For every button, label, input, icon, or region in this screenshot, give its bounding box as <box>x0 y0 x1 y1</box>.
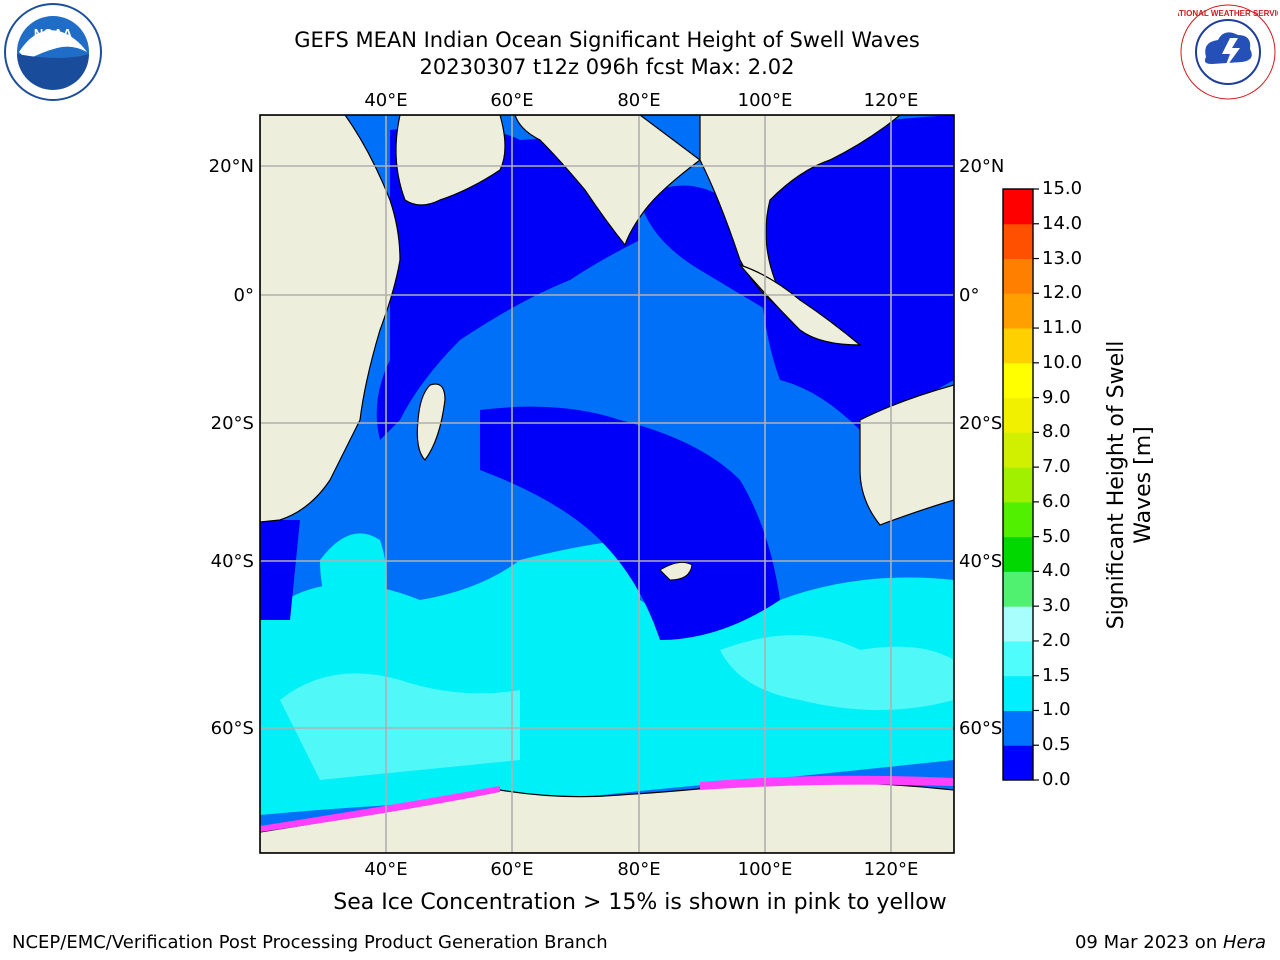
colorbar-tick-label: 11.0 <box>1042 317 1083 339</box>
colorbar-tick-label: 15.0 <box>1042 178 1083 199</box>
noaa-logo: NOAA <box>4 3 102 101</box>
africa-land <box>260 115 401 523</box>
colorbar-segment <box>1003 675 1033 711</box>
australia-land <box>859 384 954 526</box>
svg-text:NATIONAL WEATHER SERVICE: NATIONAL WEATHER SERVICE <box>1178 9 1278 18</box>
colorbar-title-line2: Waves [m] <box>1131 426 1156 544</box>
colorbar-tick-label: 0.5 <box>1042 734 1071 756</box>
graticule <box>260 115 954 853</box>
colorbar-tick-label: 9.0 <box>1042 386 1071 408</box>
low-swell-bay <box>640 185 800 330</box>
colorbar-tick-label: 7.0 <box>1042 456 1071 478</box>
swell-band-west <box>320 533 387 640</box>
lat-label-right: 20°N <box>959 156 1004 177</box>
colorbar-segment <box>1003 501 1033 538</box>
lon-label-top: 80°E <box>617 90 660 111</box>
chart-subtitle: 20230307 t12z 096h fcst Max: 2.02 <box>419 55 795 79</box>
colorbar-segment <box>1003 467 1033 503</box>
map-frame <box>259 114 955 854</box>
colorbar-frame <box>1002 188 1034 781</box>
colorbar-segment <box>1003 710 1033 746</box>
low-swell-central <box>480 406 780 640</box>
colorbar-title: Significant Height of Swell Waves [m] <box>1103 315 1157 655</box>
colorbar-segment <box>1003 536 1033 572</box>
sea-ice-fringe <box>260 775 954 832</box>
colorbar-tick-label: 1.5 <box>1042 664 1071 686</box>
colorbar-segment <box>1003 328 1033 364</box>
colorbar-tick-label: 1.0 <box>1042 699 1071 721</box>
lon-label-bottom: 80°E <box>617 859 660 880</box>
lon-label-bottom: 120°E <box>864 859 919 880</box>
sumatra-land <box>738 263 862 346</box>
nws-logo: NATIONAL WEATHER SERVICE <box>1178 4 1278 100</box>
colorbar-segment <box>1003 258 1033 294</box>
colorbar-segment <box>1003 223 1033 260</box>
footer-date: 09 Mar 2023 on Hera <box>1075 932 1266 953</box>
lon-label-bottom: 40°E <box>364 859 407 880</box>
colorbar-title-line1: Significant Height of Swell <box>1104 340 1129 630</box>
colorbar-tick-label: 14.0 <box>1042 212 1083 234</box>
colorbar-tick-label: 13.0 <box>1042 247 1083 269</box>
colorbar-segment <box>1003 606 1033 642</box>
footer-machine: Hera <box>1222 932 1266 953</box>
kerguelen-island <box>659 561 693 581</box>
colorbar-tick-label: 4.0 <box>1042 560 1071 582</box>
arabia-land <box>395 115 506 206</box>
colorbar-tick-label: 2.0 <box>1042 629 1071 651</box>
low-swell-east <box>757 115 954 430</box>
colorbar-segment <box>1003 640 1033 677</box>
low-swell-north <box>376 126 640 441</box>
colorbar-tick-label: 5.0 <box>1042 525 1071 547</box>
colorbar-tick-label: 10.0 <box>1042 351 1083 373</box>
colorbar-tick-label: 8.0 <box>1042 421 1071 443</box>
lat-label-right: 40°S <box>959 551 1002 572</box>
lon-label-bottom: 60°E <box>490 859 533 880</box>
colorbar-tick-label: 6.0 <box>1042 490 1071 512</box>
colorbar-tick-label: 12.0 <box>1042 282 1083 304</box>
footer-date-text: 09 Mar 2023 on <box>1074 932 1223 953</box>
colorbar-segment <box>1003 745 1033 781</box>
lon-label-top: 60°E <box>490 90 533 111</box>
colorbar-segment <box>1003 432 1033 468</box>
svg-text:NOAA: NOAA <box>34 26 73 41</box>
india-land <box>514 115 701 247</box>
low-swell-southwest <box>260 520 300 620</box>
madagascar-land <box>416 383 446 461</box>
lon-label-top: 120°E <box>864 90 919 111</box>
lon-label-bottom: 100°E <box>738 859 793 880</box>
lon-label-top: 40°E <box>364 90 407 111</box>
lat-label-right: 60°S <box>959 718 1002 739</box>
colorbar-tick-label: 3.0 <box>1042 595 1071 617</box>
footer-branch: NCEP/EMC/Verification Post Processing Pr… <box>12 932 608 953</box>
lat-label-left: 20°S <box>211 413 254 434</box>
swell-band-1.5-2m <box>280 635 954 780</box>
lat-label-left: 0° <box>234 285 254 306</box>
colorbar-segment <box>1003 571 1033 607</box>
colorbar-segment <box>1003 189 1033 225</box>
chart-title: GEFS MEAN Indian Ocean Significant Heigh… <box>294 28 920 52</box>
lat-label-left: 60°S <box>211 718 254 739</box>
lat-label-left: 20°N <box>209 156 254 177</box>
lat-label-left: 40°S <box>211 551 254 572</box>
colorbar-segment <box>1003 397 1033 433</box>
colorbar <box>1003 188 1039 781</box>
colorbar-segment <box>1003 362 1033 399</box>
lat-label-right: 0° <box>959 285 979 306</box>
lat-label-right: 20°S <box>959 413 1002 434</box>
colorbar-segment <box>1003 293 1033 329</box>
colorbar-tick-label: 0.0 <box>1042 769 1071 790</box>
lon-label-top: 100°E <box>738 90 793 111</box>
sea-ice-note: Sea Ice Concentration > 15% is shown in … <box>333 890 947 915</box>
